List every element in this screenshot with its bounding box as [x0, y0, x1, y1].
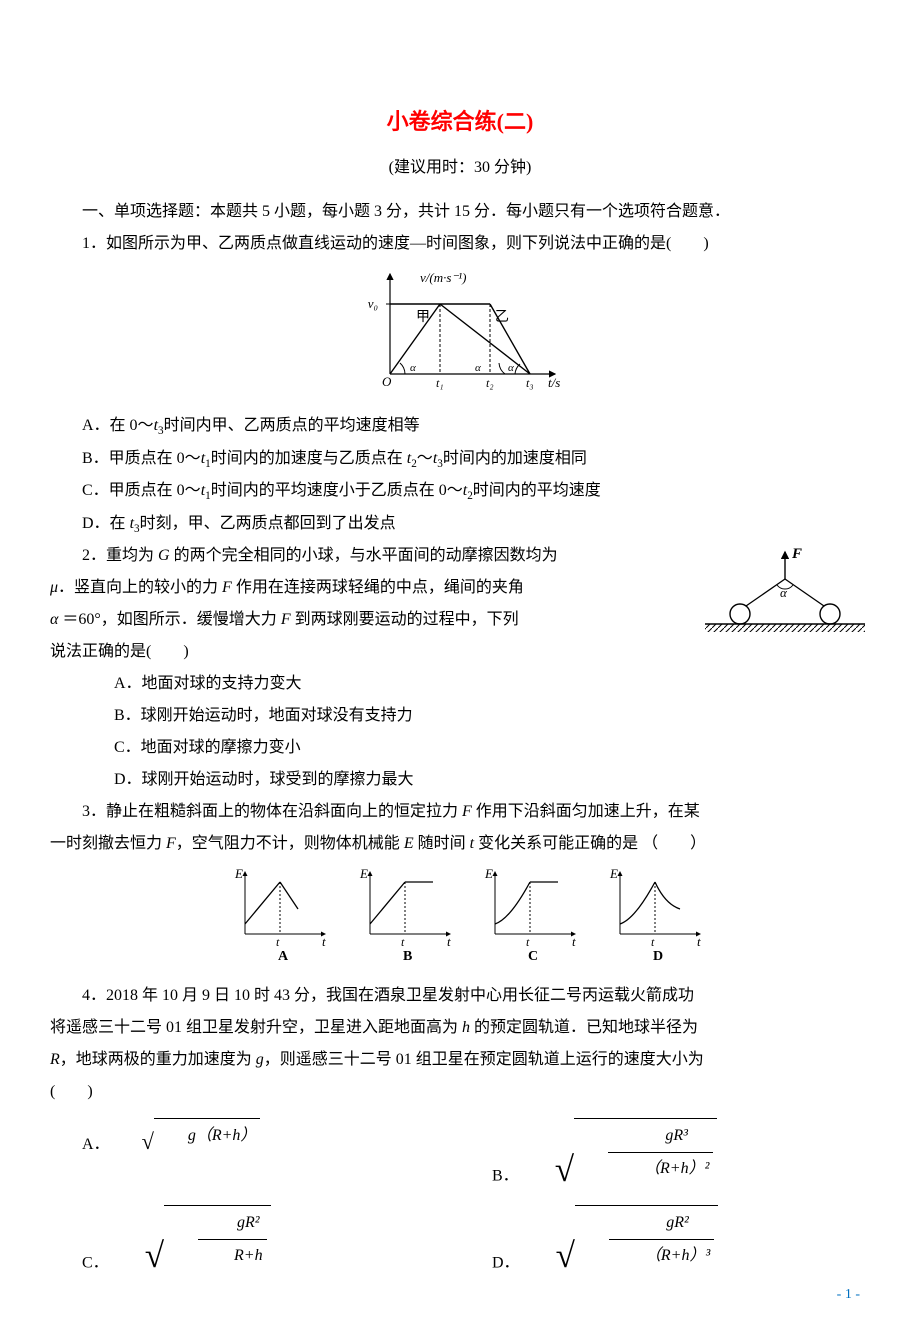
svg-text:t₁: t₁	[436, 376, 444, 390]
svg-text:t: t	[526, 935, 530, 949]
svg-text:D: D	[653, 949, 663, 964]
svg-text:v/(m·s⁻¹): v/(m·s⁻¹)	[420, 270, 467, 285]
svg-text:E: E	[234, 866, 243, 881]
svg-text:α: α	[780, 585, 788, 600]
q1-figure: v₀ α α α 甲 乙 v/(m·s⁻¹) O t₁ t₂ t₃ t/	[50, 264, 870, 406]
svg-text:甲: 甲	[416, 310, 430, 325]
page-container: 小卷综合练(二) (建议用时：30 分钟) 一、单项选择题：本题共 5 小题，每…	[0, 0, 920, 1329]
q4-stem-3: R，地球两极的重力加速度为 g，则遥感三十二号 01 组卫星在预定圆轨道上运行的…	[50, 1044, 870, 1076]
q3-stem-1: 3．静止在粗糙斜面上的物体在沿斜面向上的恒定拉力 F 作用下沿斜面匀加速上升，在…	[50, 796, 870, 828]
svg-text:E: E	[359, 866, 368, 881]
svg-text:F: F	[791, 546, 802, 562]
svg-text:α: α	[410, 362, 416, 374]
q2-opt-c: C．地面对球的摩擦力变小	[50, 732, 870, 764]
q2-figure: F α	[700, 544, 870, 656]
q4-opt-d: D． √ gR²（R+h）³	[460, 1205, 870, 1279]
q4-stem-4: ( )	[50, 1076, 870, 1108]
svg-text:E: E	[484, 866, 493, 881]
svg-text:t₃: t₃	[526, 376, 534, 390]
svg-text:α: α	[475, 362, 481, 374]
svg-text:C: C	[528, 949, 538, 964]
q4-opt-b: B． √ gR³（R+h）²	[460, 1118, 870, 1192]
q4-opt-c: C． √ gR²R+h	[50, 1205, 460, 1279]
q2-opt-d: D．球刚开始运动时，球受到的摩擦力最大	[50, 764, 870, 796]
q1-opt-d: D．在 t3时刻，甲、乙两质点都回到了出发点	[50, 508, 870, 541]
svg-text:B: B	[403, 949, 412, 964]
q2-opt-b: B．球刚开始运动时，地面对球没有支持力	[50, 700, 870, 732]
svg-text:α: α	[508, 362, 514, 374]
svg-text:t₂: t₂	[486, 376, 494, 390]
svg-text:A: A	[278, 949, 289, 964]
svg-text:t: t	[401, 935, 405, 949]
q1-opt-b: B．甲质点在 0～t1时间内的加速度与乙质点在 t2～t3时间内的加速度相同	[50, 443, 870, 476]
page-subtitle: (建议用时：30 分钟)	[50, 152, 870, 184]
q2-opt-a: A．地面对球的支持力变大	[50, 668, 870, 700]
q3-figure: E t t A E t t B	[50, 864, 870, 976]
q4-opts-row1: A．√g（R+h） B． √ gR³（R+h）²	[50, 1118, 870, 1192]
svg-text:t: t	[447, 934, 451, 949]
svg-text:乙: 乙	[495, 309, 509, 325]
q1-opt-c: C．甲质点在 0～t1时间内的平均速度小于乙质点在 0～t2时间内的平均速度	[50, 475, 870, 508]
q4-stem-2: 将遥感三十二号 01 组卫星发射升空，卫星进入距地面高为 h 的预定圆轨道．已知…	[50, 1012, 870, 1044]
page-number: - 1 -	[837, 1281, 860, 1309]
svg-text:t: t	[572, 934, 576, 949]
q4-opts-row2: C． √ gR²R+h D． √ gR²（R+h）³	[50, 1205, 870, 1279]
svg-text:E: E	[609, 866, 618, 881]
q4-opt-a: A．√g（R+h）	[50, 1118, 460, 1192]
q1-v0-label: v₀	[368, 296, 378, 311]
page-title: 小卷综合练(二)	[50, 100, 870, 144]
svg-text:t: t	[276, 935, 280, 949]
svg-text:O: O	[382, 374, 392, 389]
svg-text:t/s: t/s	[548, 375, 560, 390]
q4-stem-1: 4．2018 年 10 月 9 日 10 时 43 分，我国在酒泉卫星发射中心用…	[50, 980, 870, 1012]
q1-stem: 1．如图所示为甲、乙两质点做直线运动的速度—时间图象，则下列说法中正确的是( )	[50, 228, 870, 260]
svg-text:t: t	[651, 935, 655, 949]
section-1-intro: 一、单项选择题：本题共 5 小题，每小题 3 分，共计 15 分．每小题只有一个…	[50, 196, 870, 228]
svg-text:t: t	[697, 934, 701, 949]
q1-opt-a: A．在 0～t3时间内甲、乙两质点的平均速度相等	[50, 410, 870, 443]
svg-text:t: t	[322, 934, 326, 949]
q3-stem-2: 一时刻撤去恒力 F，空气阻力不计，则物体机械能 E 随时间 t 变化关系可能正确…	[50, 828, 870, 860]
